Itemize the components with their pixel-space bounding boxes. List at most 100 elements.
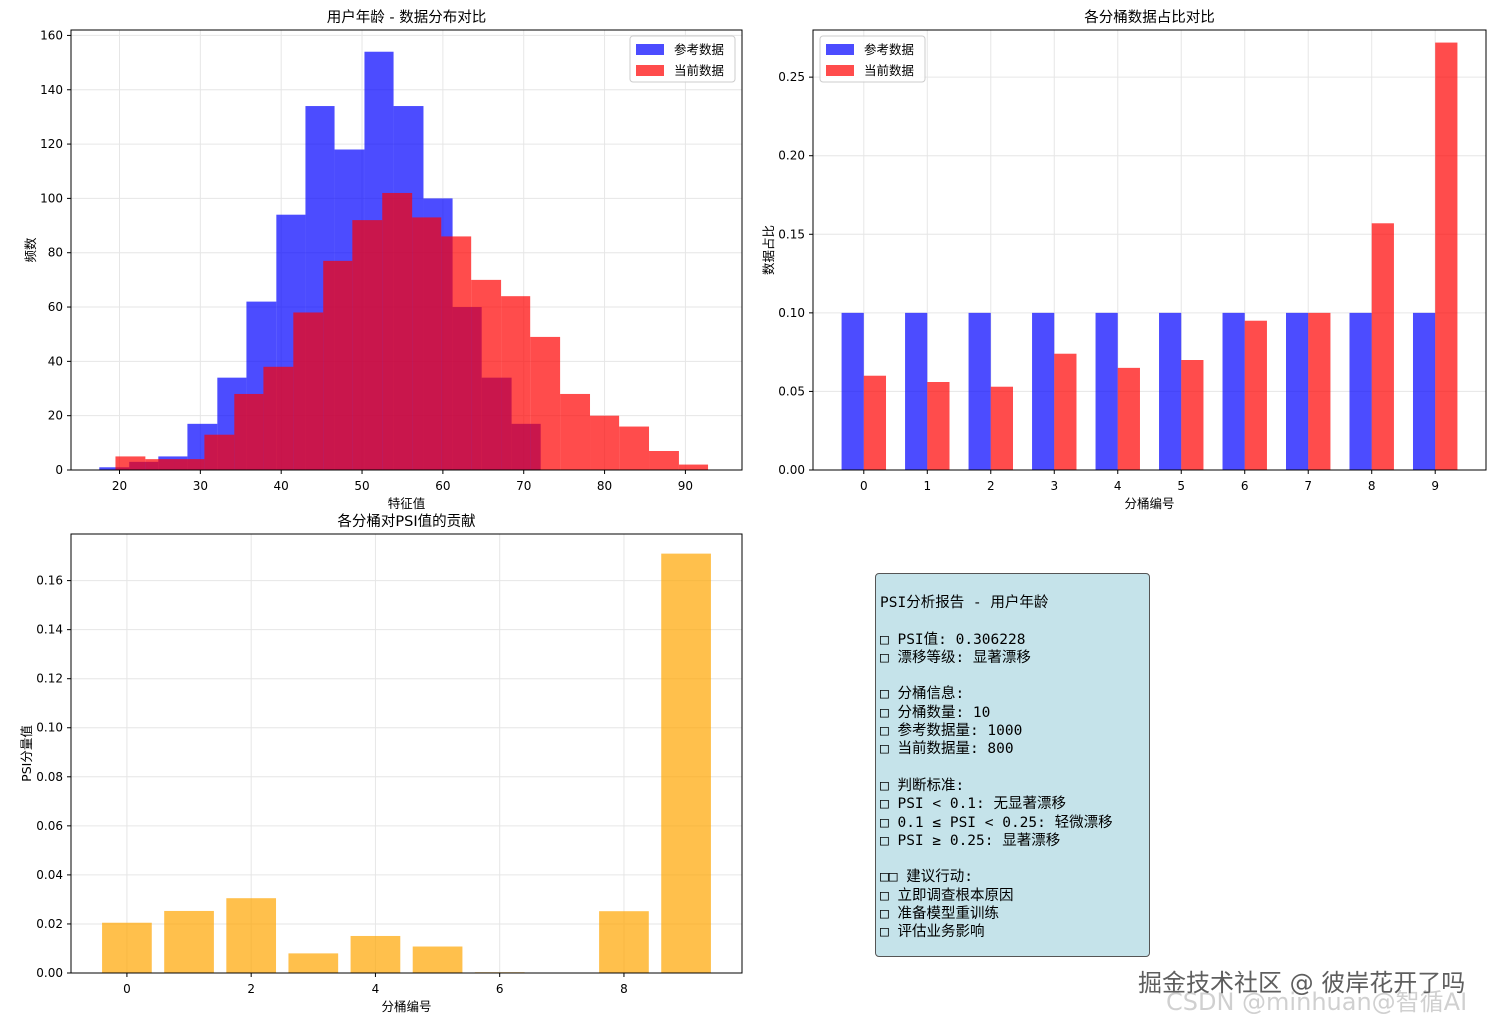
ax1-legend-label: 当前数据 [674,63,724,78]
ax1-ytick-label: 120 [40,137,63,151]
ax1-hist-bar [99,467,130,470]
ax1-xtick-label: 80 [597,479,612,493]
ax3-xtick-label: 2 [247,982,255,996]
ax1-hist-bar [530,336,561,470]
ax2-bar [927,382,950,470]
ax1-ytick-label: 0 [55,463,63,477]
ax2-xtick-label: 8 [1368,479,1376,493]
ax2-legend-swatch [826,44,854,55]
ax1-ytick-label: 100 [40,191,63,205]
ax2-bar [841,312,864,470]
report-line: □ 当前数据量: 800 [880,741,1014,758]
ax2-xtick-label: 2 [987,479,995,493]
report-line: □ 0.1 ≤ PSI < 0.25: 轻微漂移 [880,814,1113,831]
ax2-xtick-label: 3 [1050,479,1058,493]
ax2-xtick-label: 0 [860,479,868,493]
ax3-grid [71,534,742,974]
ax1-hist-bar [323,260,353,470]
report-line [880,850,1149,868]
ax3-ytick-label: 0.06 [36,819,63,833]
ax3-bar [350,935,401,973]
ax2-xlabel: 分桶编号 [1124,496,1174,511]
ax1-hist-bar [115,456,146,470]
ax1-ytick-label: 160 [40,28,63,42]
ax2-bar [990,386,1013,470]
ax2-legend-label: 当前数据 [864,63,914,78]
ax1-hist-bar [352,220,383,470]
ax3-ytick-label: 0.04 [36,868,63,882]
ax3-bar [661,553,711,973]
ax2-bar [1412,312,1436,470]
report-line: □ 分桶数量: 10 [880,704,991,721]
ax1-xtick-label: 20 [112,479,127,493]
ax3-ytick-label: 0.02 [36,917,63,931]
ax1-title: 用户年龄 - 数据分布对比 [327,9,486,26]
ax1-legend-label: 参考数据 [674,42,724,57]
ax1-hist-bar [678,464,709,470]
report-line: PSI分析报告 - 用户年龄 [880,595,1049,611]
ax2-legend-swatch [826,65,854,76]
ax2-bar [1117,367,1140,470]
ax1-xtick-label: 30 [193,479,208,493]
report-line: □ 分桶信息: [880,686,965,703]
ax1-ytick-label: 20 [48,409,63,423]
report-line: □ 准备模型重训练 [880,906,999,923]
ax3-ytick-label: 0.12 [36,672,63,686]
ax2-bar [905,312,928,470]
report-line: □ PSI ≥ 0.25: 显著漂移 [880,832,1061,849]
histogram-chart: 20 30 40 50 60 70 80 90 0 20 40 60 80 100 120 140 160 用户年… [23,9,743,511]
ax2-frame [812,29,1487,471]
ax3-ytick-label: 0.08 [36,770,63,784]
ax3-bar [226,898,277,973]
ax3-xtick-label: 4 [372,982,380,996]
ax1-xtick-label: 60 [435,479,450,493]
ax1-ytick-label: 80 [48,246,63,260]
ax2-ytick-label: 0.15 [778,227,805,241]
report-line: □□ 建议行动: [880,869,973,886]
ax2-xtick-label: 5 [1177,479,1185,493]
ax2-bar [1371,223,1394,470]
ax2-xtick-label: 1 [923,479,931,493]
report-line [880,759,1149,777]
ax1-ytick-label: 140 [40,83,63,97]
ax1-hist-bar [649,450,679,470]
ax2-ylabel: 数据占比 [761,225,776,275]
ax2-xtick-label: 7 [1304,479,1312,493]
report-line: □ PSI < 0.1: 无显著漂移 [880,796,1066,813]
ax3-xtick-label: 6 [496,982,504,996]
ax2-bar [1095,312,1118,470]
ax1-hist-bar [501,296,531,470]
ax3-title: 各分桶对PSI值的贡献 [337,513,475,530]
ax2-bar [1435,42,1458,470]
ax1-series-1 [115,192,709,471]
ax3-ytick-label: 0.14 [36,623,63,637]
ax2-ytick-label: 0.20 [778,149,805,163]
ax1-hist-bar [560,393,591,470]
ax2-bar [1032,312,1055,470]
ax2-bar [968,312,991,470]
ax1-legend-swatch [636,65,664,76]
ax1-hist-bar [174,459,205,470]
watermark-juejin: 掘金技术社区 @ 彼岸花开了吗 [1138,969,1466,997]
ax2-bar [1308,312,1331,470]
ax3-bars [102,553,711,973]
ax2-title: 各分桶数据占比对比 [1084,9,1215,26]
ax1-hist-bar [412,217,442,470]
ax2-xtick-label: 9 [1431,479,1439,493]
ax2-bar [1054,353,1077,470]
psi-contribution-chart: 0 2 4 6 8 0.00 0.02 0.04 0.06 0.08 0.10 0.12 0.14 0.1… [19,513,743,1014]
ax1-ytick-label: 40 [48,354,63,368]
report-line: □ PSI值: 0.306228 [880,631,1026,648]
ax1-xtick-label: 50 [354,479,369,493]
ax3-xtick-label: 8 [620,982,628,996]
ax1-hist-bar [234,393,264,470]
watermark-csdn: CSDN @minhuan@智循AI [1166,988,1468,1016]
ax1-xtick-label: 70 [516,479,531,493]
psi-report-box: PSI分析报告 - 用户年龄 □ PSI值: 0.306228 □ 漂移等级: 显著… [875,573,1150,957]
ax1-hist-bar [471,279,502,470]
ax1-ylabel: 频数 [23,237,38,263]
ax2-bar [1286,312,1309,470]
ax2-legend-label: 参考数据 [864,42,914,57]
bucket-ratio-chart: 0 1 2 3 4 5 6 7 8 9 0.00 0.05 0.10 0.15 0.20 0.25 各分桶数据占… [761,9,1487,511]
